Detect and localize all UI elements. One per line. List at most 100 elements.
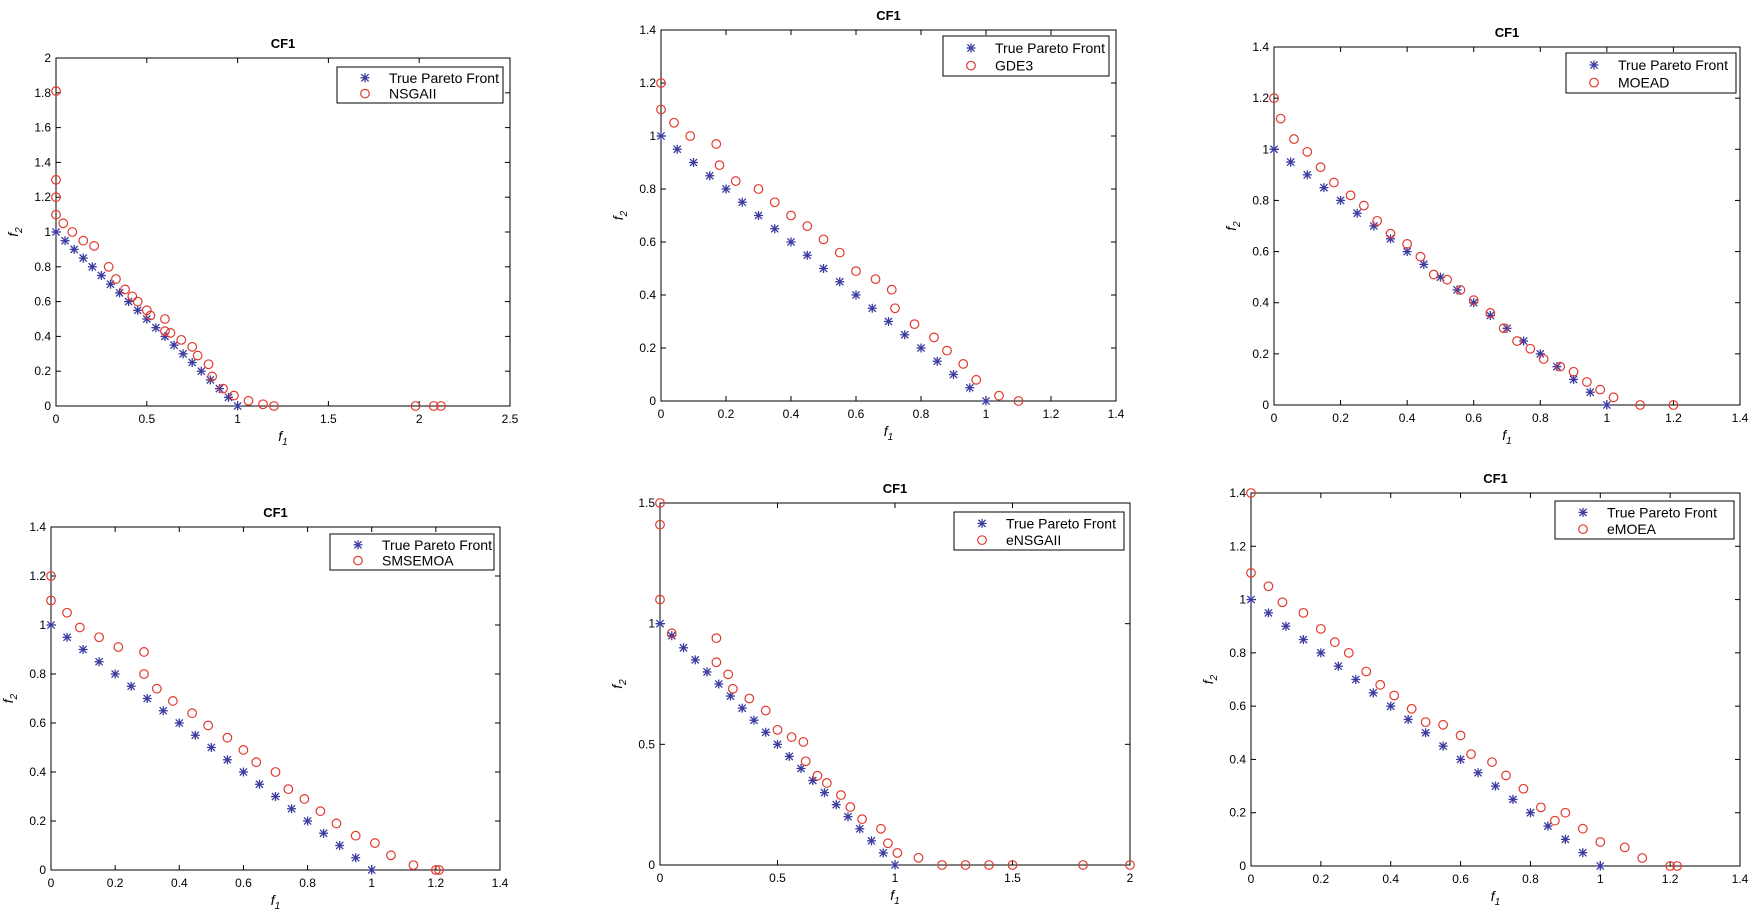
data-point-asterisk (1386, 234, 1395, 244)
series-true-pareto-front (655, 619, 900, 870)
data-point-circle (428, 401, 439, 411)
legend: True Pareto Front MOEAD (1565, 52, 1737, 94)
data-point-asterisk (151, 323, 161, 333)
data-point-asterisk (878, 848, 888, 858)
x-axis-label: f1 (271, 892, 280, 912)
chart-panel-4: CF1 0 0.2 0.4 0.6 0.8 1 1.2 1.4 0 0.2 0.4 0.6 0.8 1 1.2… (0, 505, 509, 912)
chart-title: CF1 (1483, 471, 1508, 486)
legend-marker-circle (353, 555, 363, 566)
data-point-asterisk (667, 631, 677, 641)
data-point-asterisk (1491, 781, 1500, 791)
data-point-circle (251, 757, 262, 768)
legend-box (336, 66, 504, 104)
data-point-asterisk (835, 277, 845, 287)
data-point-circle (430, 865, 441, 875)
x-tick-label: 0 (658, 407, 665, 421)
data-point-asterisk (737, 197, 747, 207)
data-point-circle (160, 314, 170, 324)
data-point-circle (851, 266, 861, 277)
data-point-circle (723, 669, 734, 680)
data-point-asterisk (714, 679, 724, 689)
data-point-asterisk (1525, 808, 1535, 818)
plot-frame (50, 526, 501, 871)
data-point-circle (942, 345, 952, 356)
y-tick-label: 0.6 (639, 235, 656, 249)
data-point-asterisk (187, 358, 197, 367)
data-point-asterisk (126, 681, 136, 691)
data-point-asterisk (819, 264, 828, 273)
data-point-asterisk (1368, 688, 1378, 698)
data-point-asterisk (169, 340, 179, 350)
x-tick-label: 1 (368, 876, 375, 890)
chart-panel-5: CF1 0 0.5 1 1.5 2 0 0.5 1 1.5 f1 f2 True Pareto Fron… (609, 481, 1135, 907)
data-point-asterisk (981, 396, 991, 406)
x-tick-label: 1 (234, 412, 241, 426)
x-tick-label: 0.8 (1522, 872, 1539, 886)
y-tick-label: 1.2 (1252, 91, 1269, 105)
data-point-circle (711, 139, 722, 149)
data-point-asterisk (1286, 157, 1296, 167)
series-algorithm (1269, 93, 1679, 410)
data-point-circle (176, 334, 187, 345)
data-point-circle (727, 683, 738, 694)
plot-frame (1273, 46, 1741, 406)
y-tick-label: 1 (1262, 142, 1269, 156)
plot-frame (659, 502, 1131, 866)
data-point-circle (62, 607, 72, 618)
x-tick-label: 1.5 (1004, 871, 1021, 885)
plot-frame (55, 57, 511, 407)
data-point-asterisk (1281, 621, 1291, 631)
data-point-circle (58, 218, 69, 229)
data-point-circle (139, 647, 149, 657)
data-point-asterisk (142, 314, 152, 324)
data-point-asterisk (206, 743, 216, 752)
data-point-asterisk (1543, 821, 1553, 831)
data-point-circle (821, 778, 832, 788)
y-tick-label: 0.5 (638, 737, 655, 751)
x-tick-label: 2.5 (502, 412, 519, 426)
data-point-circle (192, 350, 203, 361)
y-tick-label: 1 (39, 618, 46, 632)
data-point-circle (669, 117, 679, 128)
data-point-circle (243, 395, 254, 406)
data-point-asterisk (702, 667, 712, 677)
data-point-asterisk (851, 290, 861, 300)
data-point-circle (845, 802, 856, 812)
y-tick-label: 0.8 (1229, 646, 1246, 660)
legend-marker-circle (1578, 524, 1588, 535)
data-point-circle (315, 806, 326, 817)
data-point-circle (1577, 823, 1588, 834)
y-tick-label: 1.4 (29, 520, 46, 534)
data-point-asterisk (916, 343, 926, 353)
data-point-circle (89, 241, 100, 251)
data-point-asterisk (1333, 661, 1343, 671)
data-point-circle (434, 865, 444, 875)
data-point-asterisk (335, 841, 345, 850)
data-point-circle (1415, 251, 1426, 262)
data-point-circle (655, 519, 665, 530)
x-tick-label: 1.2 (1665, 411, 1682, 425)
y-axis-label: f2 (610, 210, 630, 220)
x-tick-label: 0 (657, 871, 664, 885)
data-point-circle (1518, 783, 1529, 794)
y-axis-label: f2 (1200, 674, 1220, 684)
y-tick-label: 0.4 (639, 288, 656, 302)
x-tick-label: 0.8 (1532, 411, 1549, 425)
data-point-circle (1468, 295, 1479, 306)
y-tick-label: 0.4 (1229, 752, 1246, 766)
x-tick-label: 2 (1127, 871, 1134, 885)
data-point-circle (1078, 860, 1088, 870)
x-tick-label: 0.2 (1313, 872, 1330, 886)
data-point-asterisk (1386, 701, 1396, 711)
legend-marker-asterisk (977, 518, 987, 528)
x-tick-label: 1 (1597, 872, 1604, 886)
x-tick-label: 0.4 (1382, 872, 1399, 886)
data-point-asterisk (174, 718, 184, 728)
data-point-circle (1315, 162, 1326, 173)
data-point-asterisk (62, 632, 72, 642)
data-point-circle (258, 399, 268, 410)
legend-marker-asterisk (353, 540, 363, 550)
y-tick-label: 0.6 (29, 716, 46, 730)
